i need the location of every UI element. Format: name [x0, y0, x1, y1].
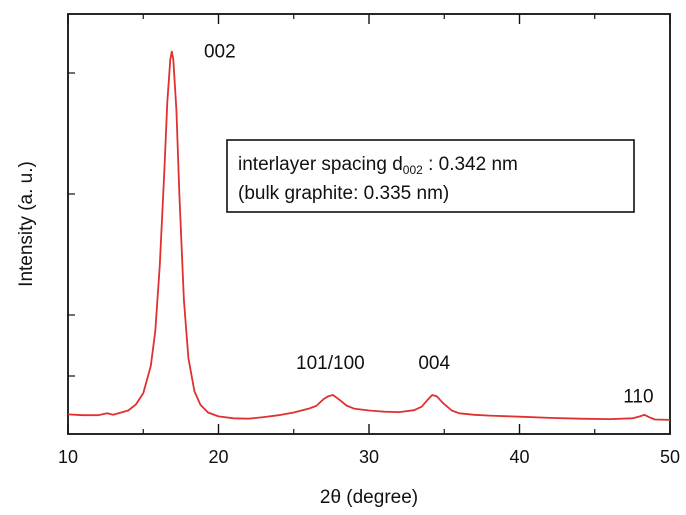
plot-border: [67, 13, 671, 435]
axis-ticks: 10 20 30 40 50: [58, 14, 680, 467]
annotation-prefix: interlayer spacing d: [238, 154, 403, 175]
x-tick-label: 10: [58, 447, 78, 467]
peak-labels: 002 101/100 004 110: [204, 42, 654, 408]
x-tick-label: 30: [359, 447, 379, 467]
peak-label: 110: [623, 386, 653, 407]
peak-label: 101/100: [296, 353, 365, 374]
y-axis-title: Intensity (a. u.): [16, 161, 37, 287]
annotation-suffix: : 0.342 nm: [423, 154, 518, 175]
annotation-line-2: (bulk graphite: 0.335 nm): [238, 183, 449, 204]
peak-label: 004: [418, 353, 450, 374]
x-tick-label: 50: [660, 447, 680, 467]
xrd-series-line: [67, 50, 671, 421]
peak-label: 002: [204, 42, 236, 63]
x-axis-title: 2θ (degree): [320, 487, 418, 508]
annotation-line-1: interlayer spacing d002 : 0.342 nm: [238, 154, 518, 177]
series-layer: [67, 50, 671, 421]
annotation-subscript: 002: [403, 163, 423, 177]
annotation-box: interlayer spacing d002 : 0.342 nm (bulk…: [226, 139, 635, 213]
plot-frame: [67, 13, 671, 435]
x-tick-label: 40: [509, 447, 529, 467]
x-tick-label: 20: [208, 447, 228, 467]
